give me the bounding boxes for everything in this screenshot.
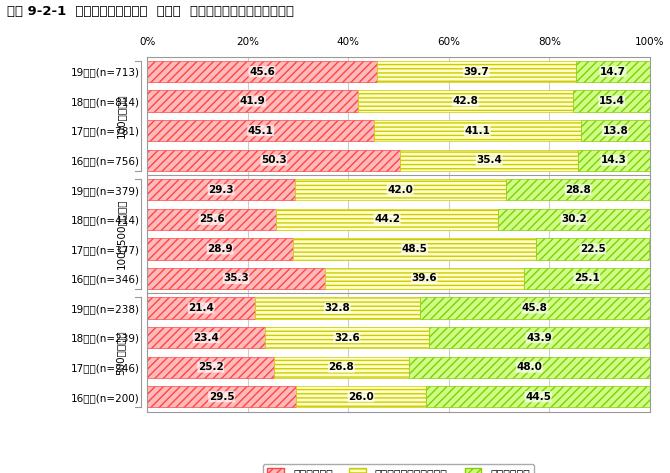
Text: 25.1: 25.1 — [574, 273, 600, 283]
Bar — [409, 357, 650, 378]
Text: 29.5: 29.5 — [209, 392, 234, 402]
Text: 32.8: 32.8 — [324, 303, 350, 313]
Bar — [524, 268, 650, 289]
Bar — [147, 56, 650, 87]
Text: 42.0: 42.0 — [387, 185, 413, 195]
Text: 50.3: 50.3 — [261, 155, 287, 165]
Text: 100～500人月未満: 100～500人月未満 — [116, 199, 125, 270]
Bar — [147, 293, 650, 323]
Text: 41.9: 41.9 — [240, 96, 265, 106]
Bar — [400, 149, 578, 171]
Bar — [147, 175, 650, 205]
Text: 26.8: 26.8 — [328, 362, 354, 372]
Bar — [147, 268, 325, 289]
Bar — [147, 234, 650, 264]
Text: 44.5: 44.5 — [525, 392, 551, 402]
Text: 13.8: 13.8 — [602, 126, 628, 136]
Text: 48.0: 48.0 — [517, 362, 542, 372]
Bar — [295, 179, 506, 201]
Bar — [295, 386, 426, 407]
Bar — [147, 386, 295, 407]
Bar — [147, 61, 377, 82]
Text: 42.8: 42.8 — [452, 96, 478, 106]
Text: 30.2: 30.2 — [561, 214, 587, 224]
Bar — [429, 327, 649, 348]
Bar — [498, 209, 650, 230]
Bar — [576, 61, 650, 82]
Bar — [293, 238, 537, 260]
Bar — [147, 115, 650, 146]
Text: 23.4: 23.4 — [193, 333, 219, 342]
Text: 図表 9-2-1  プロジェクト規模別  年度別  システム開発の工期遵守状況: 図表 9-2-1 プロジェクト規模別 年度別 システム開発の工期遵守状況 — [7, 5, 293, 18]
Text: 39.7: 39.7 — [464, 67, 489, 77]
Text: 43.9: 43.9 — [526, 333, 552, 342]
Bar — [255, 298, 419, 319]
Text: 25.6: 25.6 — [199, 214, 224, 224]
Text: 32.6: 32.6 — [334, 333, 360, 342]
Text: 39.6: 39.6 — [411, 273, 437, 283]
Bar — [147, 90, 358, 112]
Bar — [276, 209, 498, 230]
Bar — [147, 357, 274, 378]
Text: 35.3: 35.3 — [223, 273, 249, 283]
Bar — [578, 149, 650, 171]
Text: 14.7: 14.7 — [600, 67, 626, 77]
Text: 45.1: 45.1 — [248, 126, 273, 136]
Text: 100人月未満: 100人月未満 — [116, 94, 125, 138]
Bar — [147, 179, 295, 201]
Text: 35.4: 35.4 — [476, 155, 502, 165]
Bar — [377, 61, 576, 82]
Bar — [147, 298, 255, 319]
Bar — [147, 120, 374, 141]
Text: 45.6: 45.6 — [249, 67, 275, 77]
Text: 28.8: 28.8 — [565, 185, 591, 195]
Text: 45.8: 45.8 — [522, 303, 548, 313]
Bar — [573, 90, 651, 112]
Text: 500人月以上: 500人月以上 — [116, 330, 125, 375]
Bar — [147, 149, 400, 171]
Text: 41.1: 41.1 — [464, 126, 490, 136]
Bar — [581, 120, 650, 141]
Text: 44.2: 44.2 — [374, 214, 400, 224]
Bar — [147, 238, 293, 260]
Bar — [147, 209, 276, 230]
Bar — [419, 298, 650, 319]
Text: 48.5: 48.5 — [401, 244, 427, 254]
Text: 28.9: 28.9 — [207, 244, 232, 254]
Text: 26.0: 26.0 — [348, 392, 374, 402]
Text: 21.4: 21.4 — [188, 303, 214, 313]
Bar — [506, 179, 651, 201]
Bar — [374, 120, 581, 141]
Bar — [274, 357, 409, 378]
Text: 22.5: 22.5 — [580, 244, 606, 254]
Bar — [265, 327, 429, 348]
Bar — [537, 238, 649, 260]
Bar — [147, 327, 265, 348]
Legend: 予定通り完了, ある程度は予定通り完了, 予定より遅延: 予定通り完了, ある程度は予定通り完了, 予定より遅延 — [263, 464, 534, 473]
Bar — [325, 268, 524, 289]
Bar — [426, 386, 650, 407]
Text: 25.2: 25.2 — [198, 362, 224, 372]
Bar — [358, 90, 573, 112]
Bar — [147, 352, 650, 382]
Text: 29.3: 29.3 — [208, 185, 234, 195]
Text: 14.3: 14.3 — [601, 155, 627, 165]
Text: 15.4: 15.4 — [599, 96, 624, 106]
